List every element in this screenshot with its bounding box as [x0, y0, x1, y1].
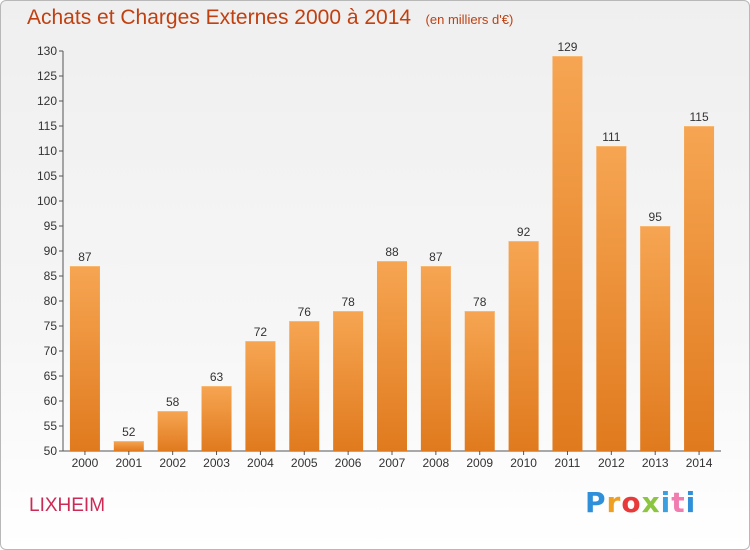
logo-letter: r	[606, 486, 622, 519]
x-tick-label: 2002	[159, 456, 186, 470]
logo-letter: i	[685, 486, 697, 519]
chart-unit-text: (en milliers d'€)	[425, 12, 514, 27]
chart-title: Achats et Charges Externes 2000 à 2014 (…	[27, 6, 513, 30]
bar-value-label: 129	[557, 40, 577, 54]
bar-value-label: 78	[473, 295, 487, 309]
bar-value-label: 78	[341, 295, 355, 309]
x-tick-label: 2013	[642, 456, 669, 470]
x-tick-label: 2008	[423, 456, 450, 470]
x-tick-label: 2003	[203, 456, 230, 470]
proxiti-logo: Proxiti	[585, 486, 696, 519]
bar	[201, 386, 232, 451]
y-tick-label: 95	[44, 219, 58, 233]
bar-value-label: 87	[78, 250, 92, 264]
bar-value-label: 76	[298, 305, 312, 319]
x-tick-label: 2000	[72, 456, 99, 470]
bar	[289, 321, 320, 451]
bar	[420, 266, 451, 451]
bar-value-label: 111	[602, 130, 621, 144]
bar	[245, 341, 276, 451]
y-tick-label: 90	[44, 244, 58, 258]
bar-value-label: 58	[166, 395, 180, 409]
chart-labels: 87 2000 52 2001 58 2002 63 2003 72 2004 76 2005 78 20…	[72, 40, 713, 470]
bar	[684, 126, 715, 451]
logo-letter: x	[641, 486, 661, 519]
y-tick-label: 115	[38, 119, 57, 133]
y-tick-label: 125	[37, 69, 57, 83]
y-tick-label: 55	[44, 419, 58, 433]
y-tick-label: 65	[44, 369, 58, 383]
bar	[157, 411, 188, 451]
x-tick-label: 2006	[335, 456, 362, 470]
bar	[596, 146, 627, 451]
x-tick-label: 2012	[598, 456, 625, 470]
x-tick-label: 2011	[555, 456, 581, 470]
bar-value-label: 52	[122, 425, 136, 439]
y-tick-label: 105	[37, 169, 57, 183]
bar	[508, 241, 539, 451]
bar	[113, 441, 144, 451]
x-tick-label: 2010	[510, 456, 537, 470]
town-name: LIXHEIM	[29, 495, 106, 516]
x-tick-label: 2014	[686, 456, 713, 470]
bar-value-label: 63	[210, 370, 224, 384]
logo-letter: t	[671, 486, 686, 519]
y-tick-label: 75	[44, 319, 58, 333]
x-tick-label: 2001	[115, 456, 142, 470]
y-tick-label: 100	[37, 194, 57, 208]
y-tick-label: 60	[44, 394, 58, 408]
y-tick-label: 70	[44, 344, 58, 358]
logo-letter: o	[621, 486, 642, 519]
y-tick-label: 50	[44, 444, 58, 458]
bar-value-label: 92	[517, 225, 531, 239]
x-tick-label: 2005	[291, 456, 318, 470]
bar	[640, 226, 671, 451]
bar	[377, 261, 407, 451]
y-tick-label: 120	[37, 94, 57, 108]
bar-value-label: 95	[649, 210, 663, 224]
bar-value-label: 88	[385, 245, 399, 259]
chart-title-text: Achats et Charges Externes 2000 à 2014	[27, 6, 412, 29]
y-tick-label: 80	[44, 294, 58, 308]
y-tick-label: 130	[37, 44, 57, 58]
bar-value-label: 72	[254, 325, 268, 339]
bar	[69, 266, 100, 451]
y-tick-label: 110	[38, 144, 57, 158]
bar-value-label: 87	[429, 250, 443, 264]
bar	[552, 56, 583, 451]
logo-letter: i	[660, 486, 672, 519]
bar	[464, 311, 495, 451]
bar-value-label: 115	[689, 110, 708, 124]
bar	[333, 311, 364, 451]
x-tick-label: 2004	[247, 456, 274, 470]
x-tick-label: 2007	[379, 456, 406, 470]
y-tick-label: 85	[44, 269, 58, 283]
chart-bars	[69, 56, 715, 451]
x-tick-label: 2009	[466, 456, 493, 470]
logo-letter: P	[585, 486, 607, 519]
